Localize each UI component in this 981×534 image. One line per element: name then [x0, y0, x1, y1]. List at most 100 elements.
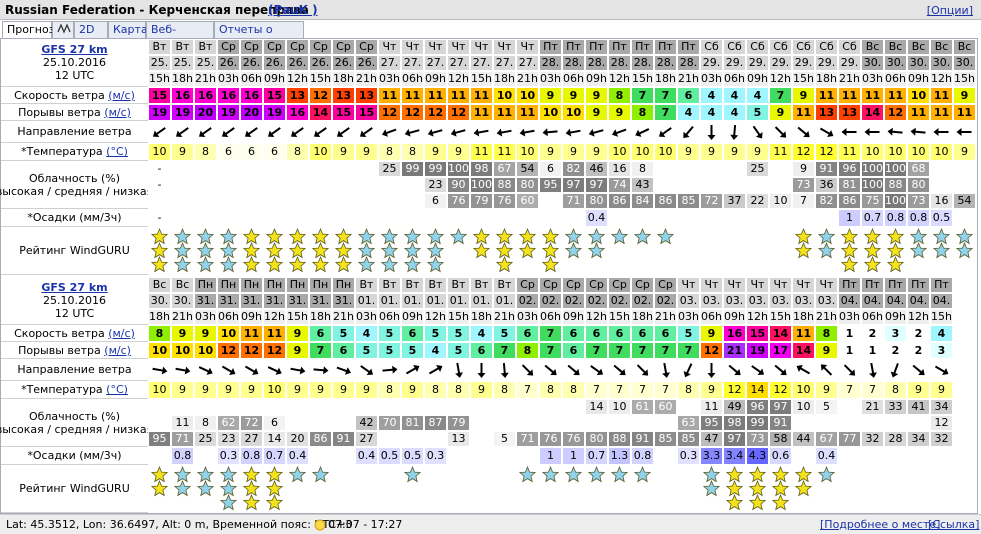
day-cell: Сб [700, 39, 723, 55]
tab[interactable]: Отчеты о ветре [214, 21, 304, 49]
star [863, 241, 882, 259]
star [242, 241, 261, 259]
rating-cell [493, 465, 516, 513]
date-cell: 31. [263, 293, 286, 309]
wind-arrow [382, 365, 398, 374]
gust-cell: 4 [677, 104, 700, 121]
date-cell: 02. [585, 293, 608, 309]
rating-cell [702, 465, 721, 497]
cloud-cell: 25 [194, 431, 217, 447]
day-cell: Вт [378, 277, 401, 293]
gust-cell: 12 [240, 342, 263, 359]
star [610, 227, 629, 245]
day-cell: Чт [470, 39, 493, 55]
unit-link[interactable]: (°C) [106, 383, 128, 396]
unit-link[interactable]: (°C) [106, 145, 128, 158]
gust-cell: 9 [585, 104, 608, 121]
gust-cell: 21 [723, 342, 746, 359]
wind-cell: 4 [355, 325, 378, 342]
wind-cell: 6 [562, 325, 585, 342]
wind-cell: 8 [815, 325, 838, 342]
star [909, 227, 928, 245]
precip-cell: 0.8 [240, 447, 263, 465]
tab[interactable]: Веб-камеры [146, 21, 214, 49]
tab-icon[interactable] [52, 21, 74, 38]
empty-cell [953, 177, 976, 193]
unit-link[interactable]: (м/с) [108, 88, 135, 102]
star [150, 479, 169, 497]
day-cell: Ср [263, 39, 286, 55]
star [541, 465, 560, 483]
date-cell: 02. [539, 293, 562, 309]
rating-cell [173, 465, 192, 497]
date-cell: 03. [792, 293, 815, 309]
hour-cell: 09h [585, 71, 608, 87]
row-label: Скорость ветра [14, 326, 105, 340]
empty-cell [332, 161, 355, 177]
wind-arrow [500, 362, 509, 378]
star [449, 227, 468, 245]
temperature-cell: 10 [930, 143, 953, 161]
permalink[interactable]: [Ссылка] [928, 518, 980, 531]
unit-link[interactable]: (м/с) [104, 105, 131, 119]
star [932, 227, 951, 245]
tab[interactable]: Карта [108, 21, 148, 38]
empty-cell [240, 161, 263, 177]
star [219, 479, 238, 497]
model-link[interactable]: GFS 27 km [41, 281, 108, 294]
wind-cell: 11 [792, 325, 815, 342]
gust-cell: 12 [424, 104, 447, 121]
gust-cell: 11 [516, 104, 539, 121]
hour-cell: 06h [884, 71, 907, 87]
wind-cell: 10 [907, 87, 930, 104]
day-cell: Пт [539, 39, 562, 55]
precip-cell: 0.7 [263, 447, 286, 465]
unit-link[interactable]: (м/с) [104, 343, 131, 357]
tab[interactable]: Прогноз [2, 21, 55, 38]
empty-cell [240, 399, 263, 415]
rating-cell [265, 465, 284, 511]
date-cell: 27. [378, 55, 401, 71]
cloud-cell: 27 [240, 431, 263, 447]
rating-cell [311, 465, 330, 483]
unit-link[interactable]: (м/с) [108, 326, 135, 340]
author-link[interactable]: (PauK ) [268, 3, 318, 17]
details-link[interactable]: [Подробнее о месте] [820, 518, 941, 531]
tab[interactable]: 2D [74, 21, 108, 44]
star [725, 479, 744, 497]
gust-cell: 10 [171, 342, 194, 359]
precip-cell: 0.8 [631, 447, 654, 465]
hour-cell: 03h [700, 71, 723, 87]
precip-cell: 0.4 [286, 447, 309, 465]
temperature-cell: 12 [723, 381, 746, 399]
hour-cell: 21h [194, 71, 217, 87]
temperature-cell: 10 [516, 143, 539, 161]
wind-arrow [267, 127, 281, 137]
model-link[interactable]: GFS 27 km [41, 43, 108, 56]
rating-cell [771, 465, 790, 511]
cloud-cell: 100 [884, 193, 907, 209]
empty-cell [424, 431, 447, 447]
cloud-cell: 70 [378, 415, 401, 431]
options-link[interactable]: [Опции] [926, 4, 973, 17]
star [173, 241, 192, 259]
cloud-cell: 41 [907, 399, 930, 415]
precip-cell: 1.3 [608, 447, 631, 465]
date-cell: 27. [516, 55, 539, 71]
hour-cell: 09h [562, 309, 585, 325]
temperature-cell: 8 [677, 381, 700, 399]
direction-cell [521, 364, 534, 376]
gust-cell: 19 [148, 104, 171, 121]
empty-cell [930, 161, 953, 177]
wind-arrow [267, 366, 282, 375]
empty-cell [723, 209, 746, 227]
wind-cell: 6 [585, 325, 608, 342]
star [150, 465, 169, 483]
empty-cell [171, 399, 194, 415]
day-cell: Ср [516, 277, 539, 293]
sun-icon [314, 519, 326, 531]
star [587, 241, 606, 259]
day-cell: Чт [700, 277, 723, 293]
wind-cell: 13 [332, 87, 355, 104]
empty-cell [631, 415, 654, 431]
